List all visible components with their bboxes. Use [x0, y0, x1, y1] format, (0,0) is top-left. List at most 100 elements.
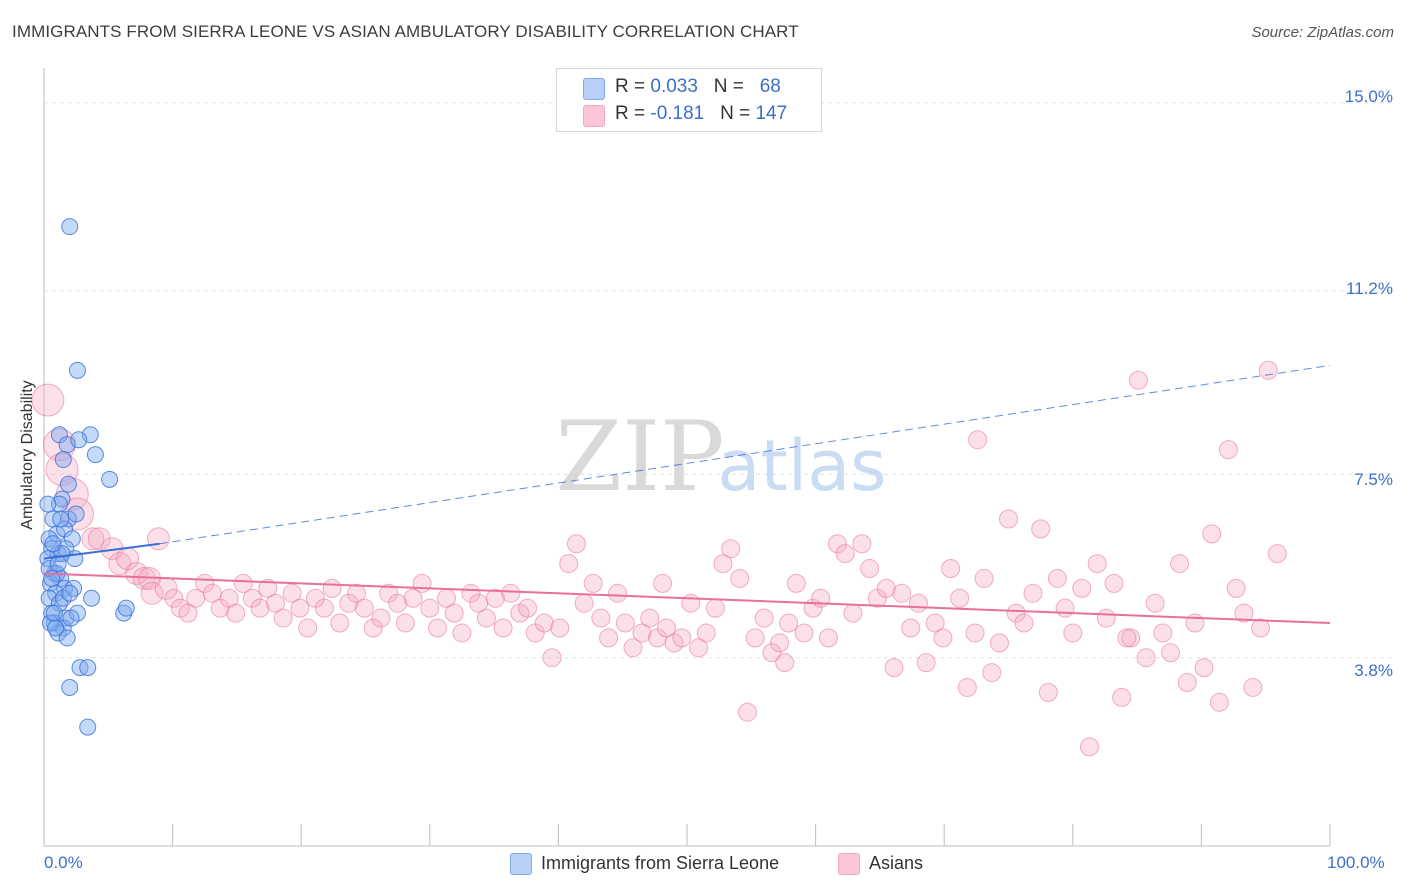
sierra-leone-point [50, 495, 68, 513]
asians-point [444, 603, 464, 623]
sierra-leone-point [70, 431, 88, 449]
asians-point [428, 618, 448, 638]
sierra-leone-point [52, 510, 70, 528]
asians-point [770, 633, 790, 653]
sierra-leone-point [117, 599, 135, 617]
asians-point [178, 603, 198, 623]
asians-point [518, 598, 538, 618]
asians-point [1080, 737, 1100, 757]
asians-point [1234, 603, 1254, 623]
asians-point [632, 623, 652, 643]
asians-point [164, 588, 184, 608]
sierra-leone-point [54, 451, 72, 469]
asians-point [550, 618, 570, 638]
asians-point [653, 573, 673, 593]
y-tick-label: 11.2% [1346, 279, 1393, 298]
asians-point [452, 623, 472, 643]
sierra-leone-trend-extension [159, 364, 1331, 545]
n-value: 147 [755, 103, 788, 124]
asians-point [775, 653, 795, 673]
asians-points [31, 360, 1287, 757]
asians-point [696, 623, 716, 643]
asians-point [615, 613, 635, 633]
asians-point [395, 613, 415, 633]
asians-point [1023, 583, 1043, 603]
asians-point [884, 658, 904, 678]
asians-point [1258, 360, 1278, 380]
asians-point [721, 539, 741, 559]
asians-point [233, 573, 253, 593]
sierra-leone-point [63, 530, 81, 548]
sierra-leone-point [41, 614, 59, 632]
watermark-atlas: atlas [717, 425, 886, 507]
asians-point [1218, 440, 1238, 460]
asians-point [371, 608, 391, 628]
n-label: N = [713, 76, 750, 97]
bottom-legend-swatch-blue [510, 853, 532, 875]
asians-point [656, 618, 676, 638]
watermark-zip: ZIP [555, 401, 724, 513]
sierra-leone-point [62, 609, 80, 627]
asians-point [1136, 648, 1156, 668]
sierra-leone-point [45, 604, 63, 622]
asians-trend-line [43, 572, 1331, 625]
asians-point [818, 628, 838, 648]
sierra-leone-point [44, 535, 62, 553]
asians-point [974, 568, 994, 588]
asians-point [640, 608, 660, 628]
asians-point [786, 573, 806, 593]
asians-point [1096, 608, 1116, 628]
asians-point [968, 430, 988, 450]
asians-point [705, 598, 725, 618]
asians-point [87, 527, 111, 551]
sierra-leone-point [49, 555, 67, 573]
asians-point [1202, 524, 1222, 544]
asians-point [81, 527, 105, 551]
asians-point [566, 534, 586, 554]
asians-point [140, 581, 164, 605]
x-tick-label-min: 0.0% [44, 853, 83, 872]
x-tick-label-max: 100.0% [1327, 853, 1385, 872]
asians-point [1209, 692, 1229, 712]
asians-point [1031, 519, 1051, 539]
asians-point [941, 559, 961, 579]
sierra-leone-point [86, 446, 104, 464]
asians-point [534, 613, 554, 633]
asians-point [346, 583, 366, 603]
asians-point [542, 648, 562, 668]
asians-point [420, 598, 440, 618]
y-tick-label: 3.8% [1354, 661, 1393, 680]
asians-point [1087, 554, 1107, 574]
legend-swatch-blue [583, 78, 605, 100]
n-value: 68 [759, 76, 781, 97]
asians-point [1014, 613, 1034, 633]
asians-point [779, 613, 799, 633]
y-tick-label: 7.5% [1354, 470, 1393, 489]
sierra-leone-point [39, 495, 57, 513]
asians-point [265, 593, 285, 613]
sierra-leone-point [59, 475, 77, 493]
asians-point [950, 588, 970, 608]
watermark: ZIP atlas [555, 401, 886, 513]
asians-point [485, 588, 505, 608]
asians-point [322, 578, 342, 598]
sierra-leone-point [47, 619, 65, 637]
asians-point [1047, 568, 1067, 588]
asians-point [1170, 554, 1190, 574]
asians-point [339, 593, 359, 613]
r-value: 0.033 [650, 76, 698, 97]
asians-point [226, 603, 246, 623]
asians-point [623, 638, 643, 658]
asians-point [476, 608, 496, 628]
axes [43, 68, 1331, 847]
asians-point [672, 628, 692, 648]
asians-point [273, 608, 293, 628]
asians-point [892, 583, 912, 603]
asians-point [1226, 578, 1246, 598]
asians-point [354, 598, 374, 618]
asians-point [330, 613, 350, 633]
asians-point [730, 568, 750, 588]
asians-point [754, 608, 774, 628]
asians-point [1194, 658, 1214, 678]
sierra-leone-point [40, 589, 58, 607]
